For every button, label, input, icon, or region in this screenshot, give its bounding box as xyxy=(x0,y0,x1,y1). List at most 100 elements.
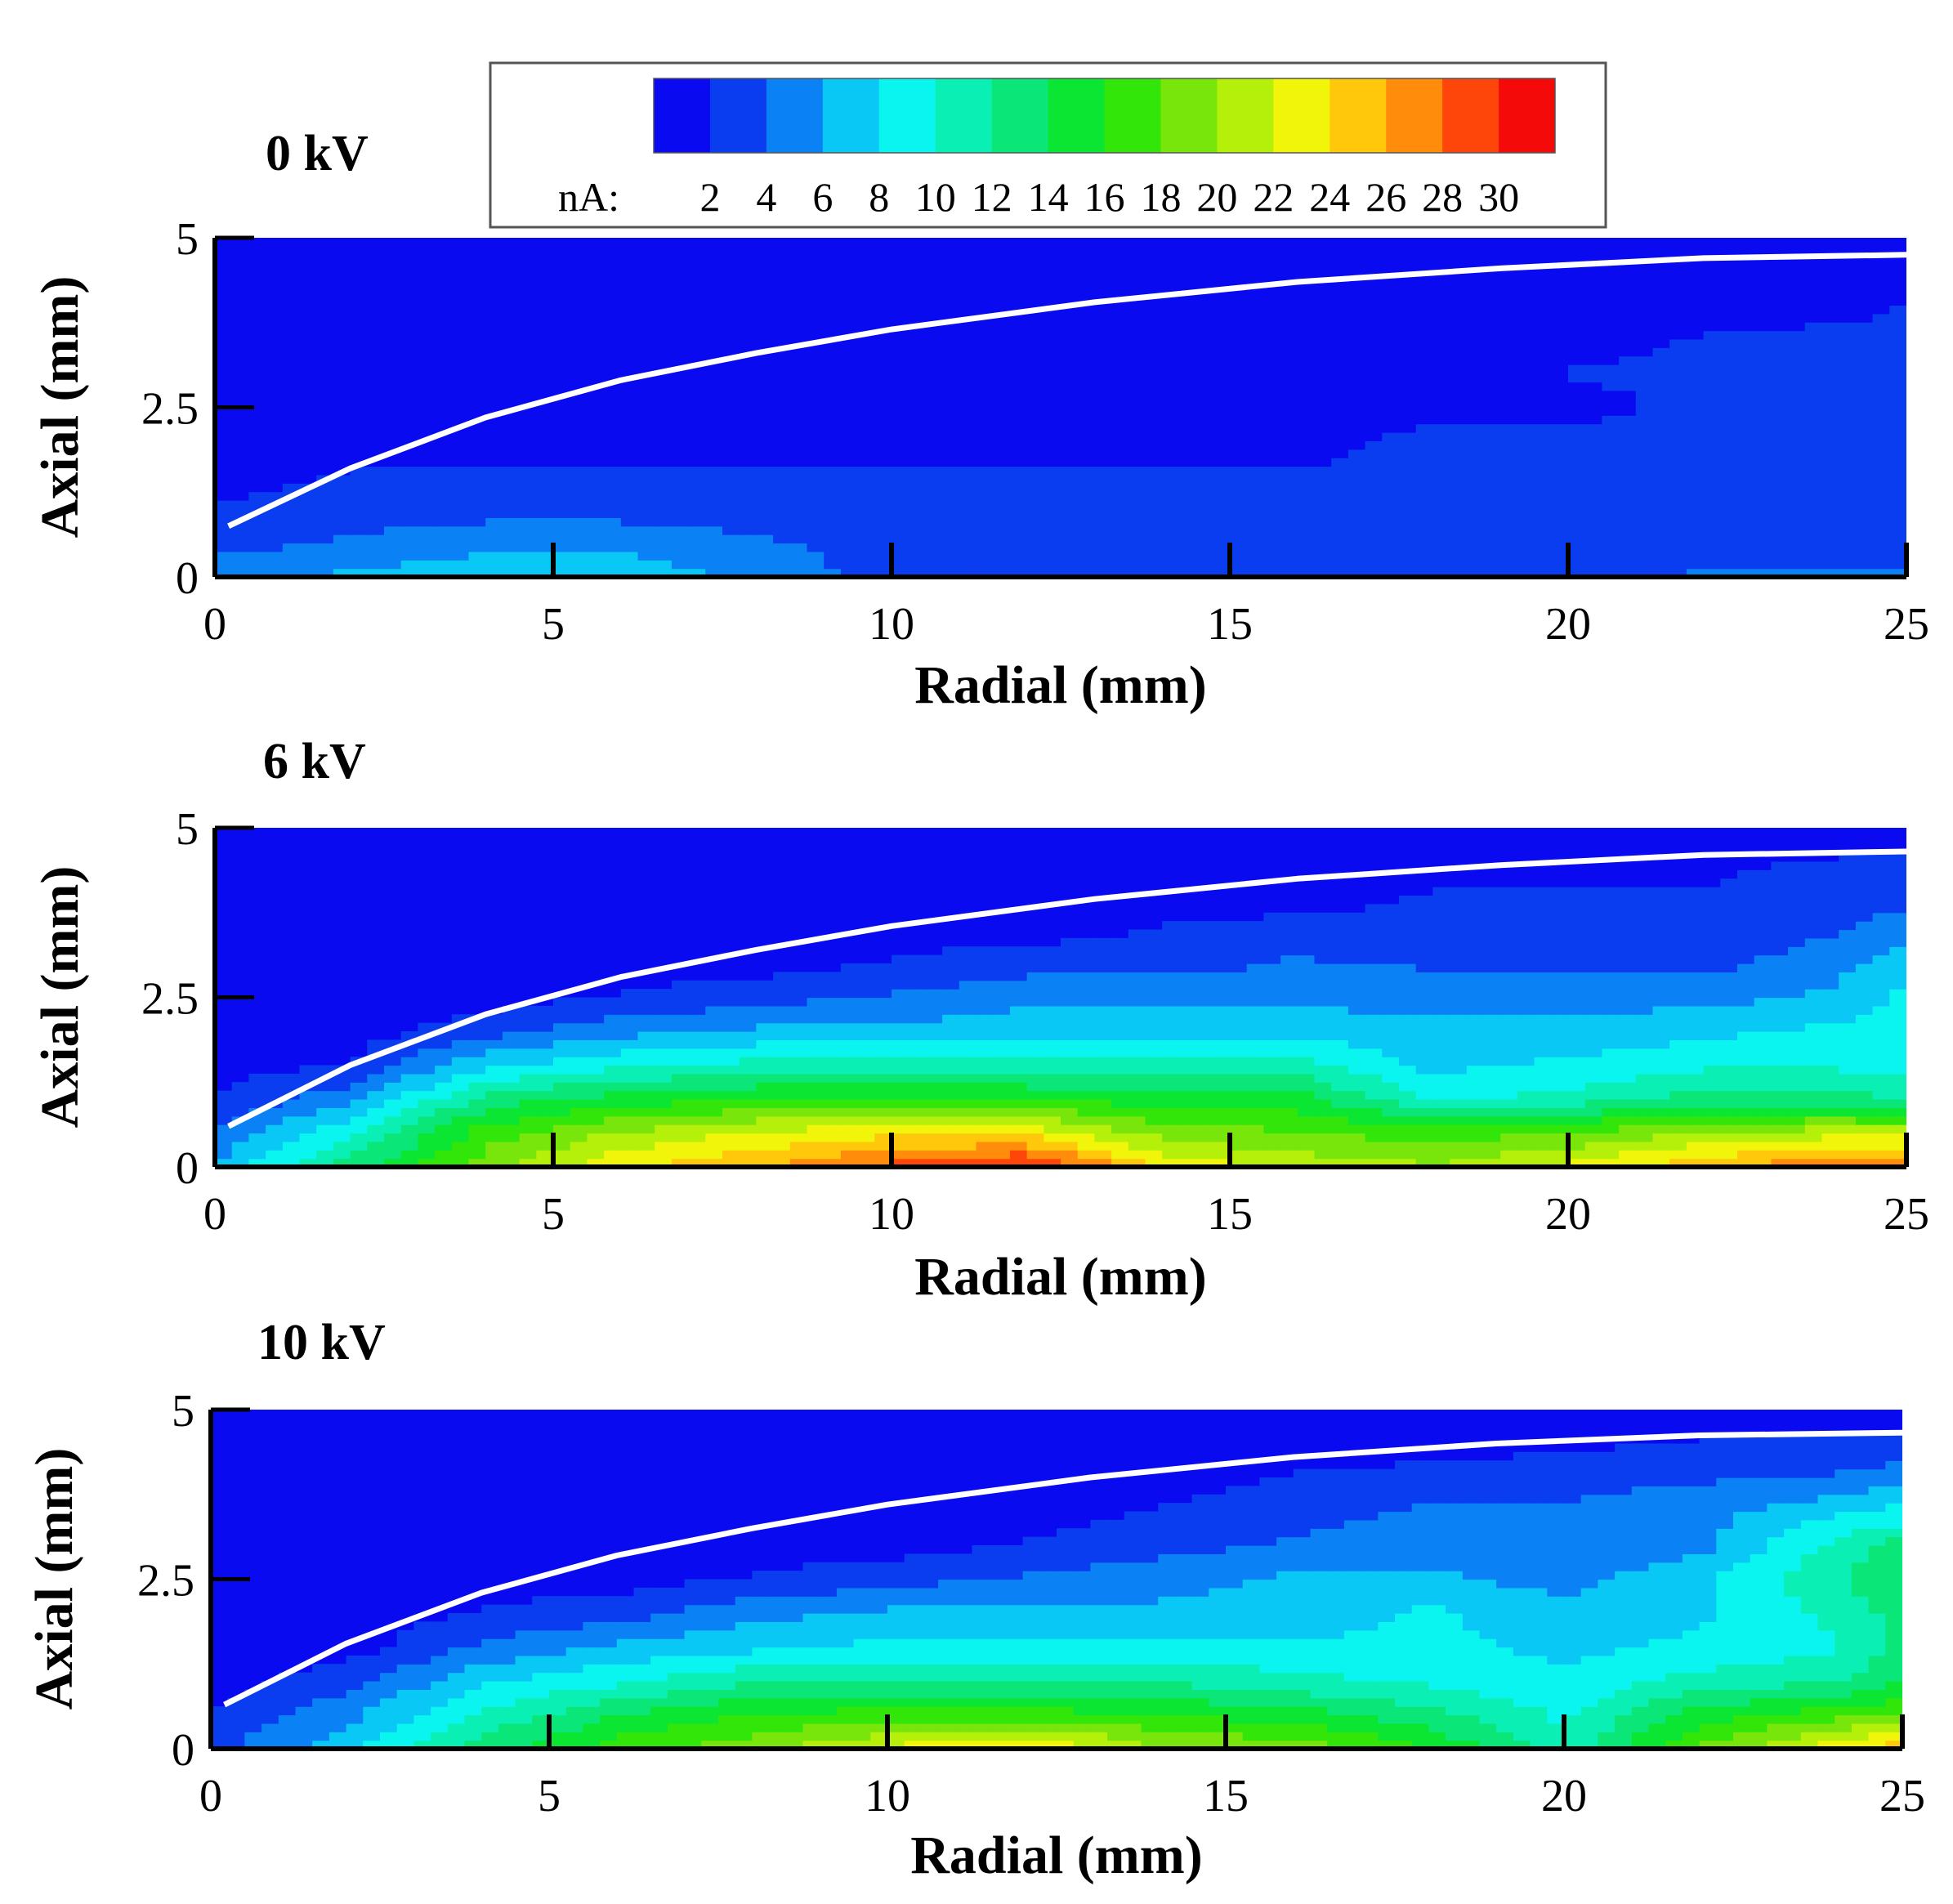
heatmap-cell xyxy=(1399,517,1417,527)
heatmap-cell xyxy=(1382,543,1400,552)
heatmap-cell xyxy=(620,1099,639,1108)
heatmap-cell xyxy=(1111,1090,1129,1100)
heatmap-cell xyxy=(773,1141,791,1151)
heatmap-cell xyxy=(1669,997,1687,1007)
heatmap-cell xyxy=(1889,1158,1906,1167)
heatmap-cell xyxy=(1788,1031,1806,1040)
heatmap-cell xyxy=(1517,432,1535,442)
heatmap-cell xyxy=(1145,980,1163,990)
heatmap-cell xyxy=(502,1107,521,1117)
heatmap-cell xyxy=(976,1133,994,1142)
heatmap-cell xyxy=(1145,1022,1163,1032)
heatmap-cell xyxy=(1669,1115,1687,1125)
heatmap-cell xyxy=(1851,1706,1870,1716)
heatmap-cell xyxy=(1737,1031,1755,1040)
heatmap-cell xyxy=(908,1124,926,1134)
heatmap-cell xyxy=(367,525,385,535)
heatmap-cell xyxy=(1602,449,1620,459)
heatmap-cell xyxy=(620,1150,639,1160)
heatmap-cell xyxy=(451,500,470,510)
heatmap-cell xyxy=(468,1090,486,1100)
heatmap-cell xyxy=(1415,904,1433,914)
heatmap-cell xyxy=(1584,458,1602,467)
heatmap-cell xyxy=(1602,1048,1620,1057)
heatmap-cell xyxy=(553,467,571,476)
heatmap-cell xyxy=(671,1022,690,1032)
heatmap-cell xyxy=(299,1090,317,1100)
heatmap-cell xyxy=(1619,1090,1637,1100)
heatmap-cell xyxy=(718,1697,736,1707)
heatmap-cell xyxy=(925,1115,943,1125)
heatmap-cell xyxy=(1602,424,1620,434)
heatmap-cell xyxy=(1297,1150,1316,1160)
heatmap-cell xyxy=(1602,517,1620,527)
heatmap-cell xyxy=(1771,989,1789,999)
heatmap-cell xyxy=(1804,1150,1823,1160)
heatmap-cell xyxy=(1568,509,1586,518)
heatmap-cell xyxy=(1872,980,1890,990)
heatmap-cell xyxy=(959,963,977,972)
heatmap-cell xyxy=(1094,492,1112,502)
heatmap-cell xyxy=(1513,1740,1531,1749)
heatmap-cell xyxy=(1517,551,1535,561)
heatmap-cell xyxy=(1652,1107,1670,1117)
heatmap-cell xyxy=(1310,1732,1328,1741)
heatmap-cell xyxy=(1652,551,1670,561)
heatmap-cell xyxy=(1073,1714,1091,1724)
heatmap-cell xyxy=(1479,1706,1497,1716)
heatmap-cell xyxy=(1551,483,1569,493)
heatmap-cell xyxy=(1343,1689,1362,1699)
heatmap-cell xyxy=(418,1057,436,1066)
heatmap-cell xyxy=(1619,954,1637,964)
heatmap-cell xyxy=(231,543,249,552)
heatmap-cell xyxy=(1889,525,1906,535)
heatmap-cell xyxy=(942,1124,960,1134)
heatmap-cell xyxy=(1872,1107,1890,1117)
heatmap-cell xyxy=(1771,364,1789,374)
heatmap-cell xyxy=(1584,1090,1602,1100)
heatmap-cell xyxy=(637,467,655,476)
heatmap-cell xyxy=(553,1099,571,1108)
heatmap-cell xyxy=(1703,954,1721,964)
heatmap-cell xyxy=(1230,929,1248,939)
heatmap-cell xyxy=(667,1697,686,1707)
heatmap-cell xyxy=(1855,525,1874,535)
heatmap-cell xyxy=(1872,963,1890,972)
heatmap-cell xyxy=(1483,1099,1501,1108)
heatmap-cell xyxy=(1263,483,1281,493)
heatmap-cell xyxy=(1771,339,1789,349)
heatmap-cell xyxy=(431,1697,449,1707)
heatmap-cell xyxy=(1737,407,1755,417)
heatmap-cell xyxy=(1551,1014,1569,1024)
heatmap-cell xyxy=(604,1124,622,1134)
heatmap-cell xyxy=(1652,568,1670,577)
x-tick-label: 15 xyxy=(1207,599,1253,650)
heatmap-cell xyxy=(1652,382,1670,391)
heatmap-cell xyxy=(1022,1706,1040,1716)
heatmap-cell xyxy=(1720,1141,1738,1151)
heatmap-cell xyxy=(1026,560,1044,570)
heatmap-cell xyxy=(1347,921,1366,931)
heatmap-cell xyxy=(1483,1158,1501,1167)
heatmap-cell xyxy=(1297,1039,1316,1049)
heatmap-cell xyxy=(1044,1115,1061,1125)
heatmap-cell xyxy=(1145,509,1163,518)
heatmap-cell xyxy=(553,560,571,570)
heatmap-cell xyxy=(1314,1005,1332,1015)
heatmap-cell xyxy=(1314,1099,1332,1108)
heatmap-cell xyxy=(1703,1031,1721,1040)
heatmap-cell xyxy=(688,1133,706,1142)
heatmap-cell xyxy=(1246,963,1264,972)
heatmap-cell xyxy=(1804,483,1823,493)
heatmap-cell xyxy=(773,972,791,981)
heatmap-cell xyxy=(1703,997,1721,1007)
heatmap-cell xyxy=(519,1057,537,1066)
heatmap-cell xyxy=(396,1740,414,1749)
heatmap-cell xyxy=(908,534,926,544)
heatmap-cell xyxy=(789,1090,808,1100)
heatmap-cell xyxy=(1145,551,1163,561)
heatmap-cell xyxy=(908,483,926,493)
heatmap-cell xyxy=(840,1115,859,1125)
heatmap-cell xyxy=(231,525,249,535)
heatmap-cell xyxy=(1128,1048,1146,1057)
